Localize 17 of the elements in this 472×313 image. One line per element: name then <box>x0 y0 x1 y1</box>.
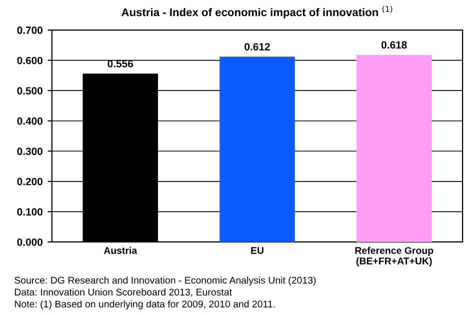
x-tick-label: Reference Group (BE+FR+AT+UK) <box>355 246 434 266</box>
y-tick-label: 0.400 <box>17 117 42 125</box>
text: Note: (1) Based on underlying data for 2009, 2010 and 2011. <box>14 300 275 310</box>
y-tick-label: 0.200 <box>17 178 42 186</box>
y-tick-label: 0.700 <box>17 26 42 34</box>
y-tick-label: 0.100 <box>17 208 42 216</box>
source-note: Source: DG Research and Innovation - Economic Analysis Unit (2013) <box>14 276 316 286</box>
x-tick-label: Austria <box>104 246 138 254</box>
data-label: 0.612 <box>244 43 270 50</box>
y-tick-label: 0.500 <box>17 87 42 94</box>
chart-title: Austria - Index of economic impact of innovation $^{(1)}$ <box>122 6 392 18</box>
y-tick-label: 0.600 <box>17 56 42 64</box>
y-tick-label: 0.000 <box>17 238 42 246</box>
x-tick-label: EU <box>251 247 264 254</box>
text: Data: Innovation Union Scoreboard 2013, Eurostat <box>14 288 232 297</box>
data-label: 0.618 <box>382 41 407 49</box>
y-tick-label: 0.300 <box>17 148 42 156</box>
